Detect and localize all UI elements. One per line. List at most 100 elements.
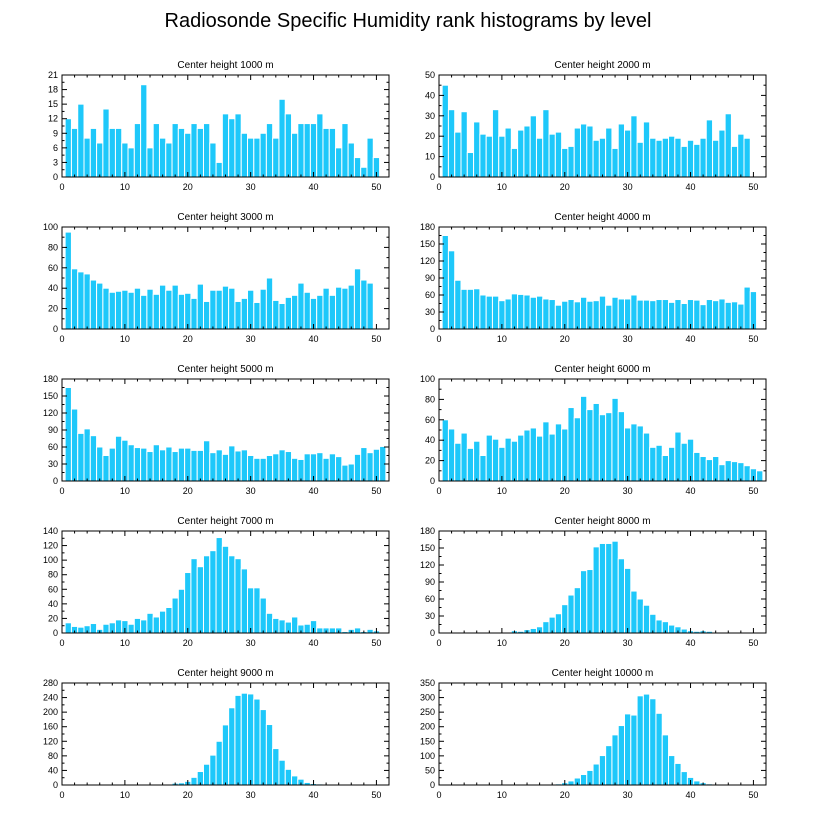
- histogram-bar: [529, 115, 537, 178]
- histogram-bar: [291, 294, 299, 330]
- histogram-bar: [265, 123, 274, 178]
- histogram-bar: [655, 139, 663, 178]
- histogram-bar: [724, 113, 732, 178]
- histogram-bar: [548, 133, 556, 178]
- histogram-bar: [259, 709, 267, 786]
- histogram-bar: [146, 451, 154, 482]
- histogram-bar: [133, 447, 142, 482]
- histogram-bar: [177, 447, 186, 482]
- histogram-bar: [291, 132, 299, 178]
- x-tick-label: 40: [309, 486, 319, 496]
- histogram-bar: [228, 445, 236, 482]
- x-tick-label: 40: [686, 790, 696, 800]
- y-tick-label: 60: [48, 442, 58, 452]
- y-tick-label: 60: [425, 594, 435, 604]
- histogram-bar: [705, 119, 714, 178]
- histogram-bar: [529, 296, 537, 330]
- histogram-bar: [121, 439, 129, 482]
- x-tick-label: 0: [59, 486, 64, 496]
- histogram-bar: [190, 123, 198, 178]
- x-tick-label: 10: [120, 486, 130, 496]
- histogram-bar: [127, 291, 135, 330]
- histogram-bar: [114, 290, 123, 330]
- histogram-bar: [529, 427, 537, 482]
- y-tick-label: 120: [420, 256, 435, 266]
- x-tick-label: 30: [246, 486, 256, 496]
- x-tick-label: 30: [246, 638, 256, 648]
- histogram-bar: [642, 604, 651, 634]
- histogram-bar: [108, 127, 116, 178]
- histogram-bar: [114, 435, 123, 482]
- histogram-bar: [473, 121, 481, 178]
- y-tick-label: 90: [425, 577, 435, 587]
- histogram-bar: [102, 455, 110, 482]
- histogram-bar: [328, 453, 337, 482]
- histogram-bar: [291, 616, 299, 634]
- y-tick-label: 120: [420, 560, 435, 570]
- figure-title: Radiosonde Specific Humidity rank histog…: [164, 10, 652, 32]
- histogram-bar: [579, 296, 588, 330]
- histogram-bar: [184, 292, 192, 330]
- histogram-bar: [234, 558, 242, 634]
- y-tick-label: 280: [43, 678, 58, 688]
- histogram-bar: [83, 137, 91, 178]
- histogram-bar: [190, 558, 198, 634]
- y-tick-label: 0: [430, 324, 435, 334]
- panel-6: Center height 6000 m 0 10 20 30 40 50 0 20 40 60 80…: [420, 364, 767, 496]
- x-tick-label: 40: [686, 486, 696, 496]
- y-tick-label: 0: [53, 628, 58, 638]
- panel-7: Center height 7000 m 0 10 20 30 40 50 0 20 40 60 80…: [43, 516, 390, 648]
- x-tick-label: 30: [246, 790, 256, 800]
- histogram-bar: [77, 271, 85, 330]
- histogram-bar: [617, 123, 626, 178]
- histogram-bar: [240, 132, 249, 178]
- histogram-bar: [102, 108, 110, 178]
- histogram-bar: [209, 754, 217, 786]
- histogram-bar: [335, 286, 343, 330]
- x-tick-label: 0: [436, 638, 441, 648]
- histogram-bar: [360, 279, 368, 330]
- histogram-bar: [730, 145, 739, 178]
- histogram-bar: [347, 284, 355, 330]
- histogram-bar: [636, 695, 644, 786]
- x-tick-label: 50: [748, 790, 758, 800]
- histogram-bar: [165, 142, 173, 178]
- histogram-bar: [542, 421, 550, 482]
- histogram-bar: [642, 432, 651, 482]
- histogram-bar: [523, 125, 531, 178]
- histogram-bar: [743, 286, 751, 330]
- histogram-bar: [89, 435, 98, 482]
- histogram-bar: [693, 780, 701, 786]
- histogram-bar: [64, 387, 72, 482]
- histogram-bar: [272, 453, 280, 482]
- histogram-bar: [649, 698, 657, 786]
- x-tick-label: 20: [183, 790, 193, 800]
- histogram-bar: [177, 127, 186, 178]
- histogram-bar: [259, 132, 267, 178]
- histogram-bar: [756, 470, 764, 482]
- histogram-bar: [284, 296, 293, 330]
- histogram-bar: [655, 299, 663, 330]
- histogram-bar: [586, 409, 594, 482]
- histogram-bar: [190, 297, 198, 330]
- histogram-bar: [70, 127, 79, 178]
- histogram-bar: [158, 449, 167, 482]
- y-tick-label: 30: [48, 459, 58, 469]
- x-tick-label: 10: [120, 790, 130, 800]
- histogram-bar: [642, 299, 651, 330]
- y-tick-label: 0: [430, 628, 435, 638]
- x-tick-label: 0: [436, 334, 441, 344]
- histogram-bar: [567, 299, 575, 330]
- histogram-bar: [699, 137, 707, 178]
- histogram-bar: [77, 432, 85, 482]
- histogram-bar: [64, 231, 72, 330]
- y-tick-label: 18: [48, 85, 58, 95]
- histogram-bar: [743, 465, 751, 482]
- histogram-bar: [586, 125, 594, 178]
- histogram-bar: [247, 137, 255, 178]
- y-tick-label: 80: [48, 242, 58, 252]
- histogram-bar: [152, 616, 160, 634]
- histogram-bar: [240, 568, 249, 634]
- histogram-bar: [303, 453, 311, 482]
- histogram-bar: [636, 598, 644, 634]
